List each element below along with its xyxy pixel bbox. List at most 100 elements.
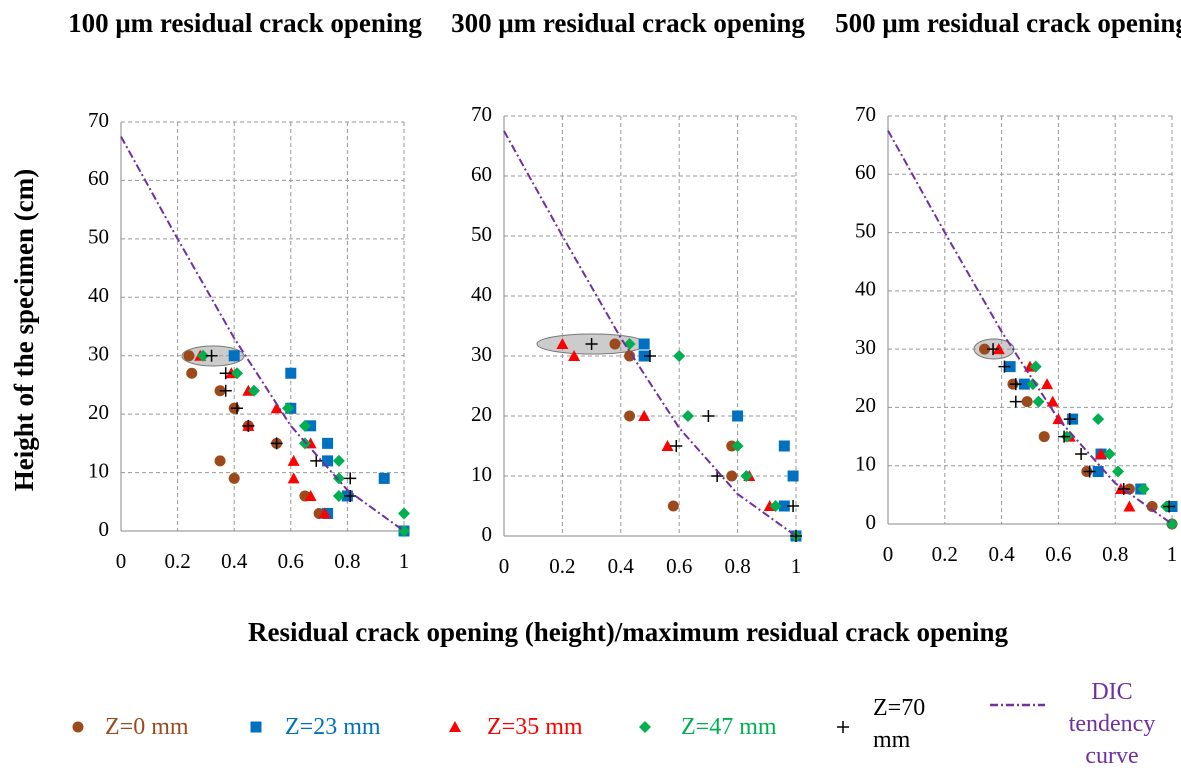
- point: [332, 472, 345, 485]
- point: [1075, 448, 1088, 461]
- point: [1137, 483, 1150, 496]
- x-tick-label: 0.6: [1045, 542, 1071, 566]
- point: [322, 455, 334, 467]
- y-tick-label: 20: [88, 400, 109, 424]
- y-tick-label: 20: [855, 393, 876, 417]
- legend-label: Z=47 mm: [681, 714, 777, 740]
- point: [623, 338, 636, 350]
- point: [1018, 378, 1030, 390]
- point: [310, 454, 323, 467]
- point: [242, 419, 255, 432]
- point: [344, 472, 357, 485]
- trend-line: [503, 130, 797, 537]
- point: [1112, 465, 1125, 478]
- y-tick-label: 40: [855, 277, 876, 301]
- plus-stroke: [1163, 500, 1176, 513]
- plus-stroke: [344, 489, 357, 502]
- point: [787, 470, 799, 482]
- plus-stroke: [837, 721, 849, 733]
- point: [740, 470, 753, 482]
- point: [318, 507, 331, 519]
- point: [681, 410, 694, 422]
- x-tick-label: 0: [883, 542, 894, 566]
- plus-stroke: [270, 437, 283, 450]
- x-tick-label: 0: [116, 549, 127, 573]
- y-tick-label: 50: [88, 225, 109, 249]
- plus-stroke: [998, 360, 1011, 373]
- point: [1103, 448, 1116, 461]
- x-tick-label: 0.6: [666, 554, 692, 578]
- x-tick-label: 0: [499, 554, 510, 578]
- point: [219, 367, 232, 380]
- point: [556, 338, 569, 349]
- y-tick-label: 60: [855, 160, 876, 184]
- point: [979, 343, 991, 355]
- y-tick-label: 0: [482, 522, 493, 546]
- plus-stroke: [702, 410, 715, 422]
- plus-stroke: [219, 367, 232, 380]
- point: [332, 489, 345, 502]
- point: [231, 367, 244, 380]
- legend-label: Z=35 mm: [487, 714, 583, 740]
- legend-marker: [250, 721, 262, 733]
- plus-stroke: [1009, 378, 1022, 391]
- plus-stroke: [1058, 430, 1071, 443]
- point: [298, 419, 311, 432]
- point: [1029, 360, 1042, 373]
- point: [670, 440, 683, 452]
- point: [732, 410, 744, 422]
- y-tick-label: 40: [88, 283, 109, 307]
- point: [1163, 500, 1176, 513]
- point: [287, 472, 300, 484]
- point: [1123, 500, 1136, 512]
- point: [1032, 395, 1045, 408]
- point: [1063, 413, 1076, 426]
- point: [998, 360, 1011, 373]
- plus-stroke: [231, 402, 244, 415]
- x-tick-label: 0.2: [549, 554, 575, 578]
- y-tick-label: 70: [855, 102, 876, 126]
- legend-label: Z=23 mm: [285, 714, 381, 740]
- point: [1092, 413, 1105, 426]
- point: [398, 507, 410, 520]
- point: [1095, 448, 1107, 460]
- plus-stroke: [787, 500, 800, 512]
- plus-stroke: [344, 472, 357, 485]
- point: [344, 489, 357, 502]
- point: [248, 384, 261, 397]
- y-tick-label: 50: [471, 222, 492, 246]
- trend-line: [120, 136, 405, 532]
- point: [205, 349, 218, 362]
- y-tick-label: 60: [88, 166, 109, 190]
- x-axis-label: Residual crack opening (height)/maximum …: [247, 617, 1009, 647]
- point: [1009, 395, 1022, 408]
- point: [378, 472, 390, 484]
- point: [285, 367, 297, 379]
- point: [186, 367, 198, 379]
- point: [585, 338, 598, 350]
- point: [214, 455, 226, 467]
- point: [778, 500, 790, 512]
- plus-stroke: [1075, 448, 1088, 461]
- x-tick-label: 0.4: [221, 549, 248, 573]
- y-tick-label: 0: [99, 517, 110, 541]
- plus-stroke: [310, 454, 323, 467]
- plus-stroke: [219, 384, 232, 397]
- plus-stroke: [1063, 413, 1076, 426]
- legend-marker: [639, 721, 651, 733]
- legend-marker: [72, 721, 84, 733]
- point: [790, 530, 802, 542]
- x-tick-label: 0.4: [988, 542, 1015, 566]
- point: [667, 500, 679, 512]
- point: [624, 350, 636, 362]
- plus-stroke: [205, 349, 218, 362]
- point: [197, 349, 210, 362]
- point: [644, 350, 656, 362]
- point: [731, 440, 744, 452]
- x-tick-label: 0.8: [334, 549, 360, 573]
- point: [304, 489, 317, 501]
- x-tick-label: 0.6: [278, 549, 304, 573]
- plus-stroke: [987, 343, 1000, 356]
- x-tick-label: 1: [399, 549, 410, 573]
